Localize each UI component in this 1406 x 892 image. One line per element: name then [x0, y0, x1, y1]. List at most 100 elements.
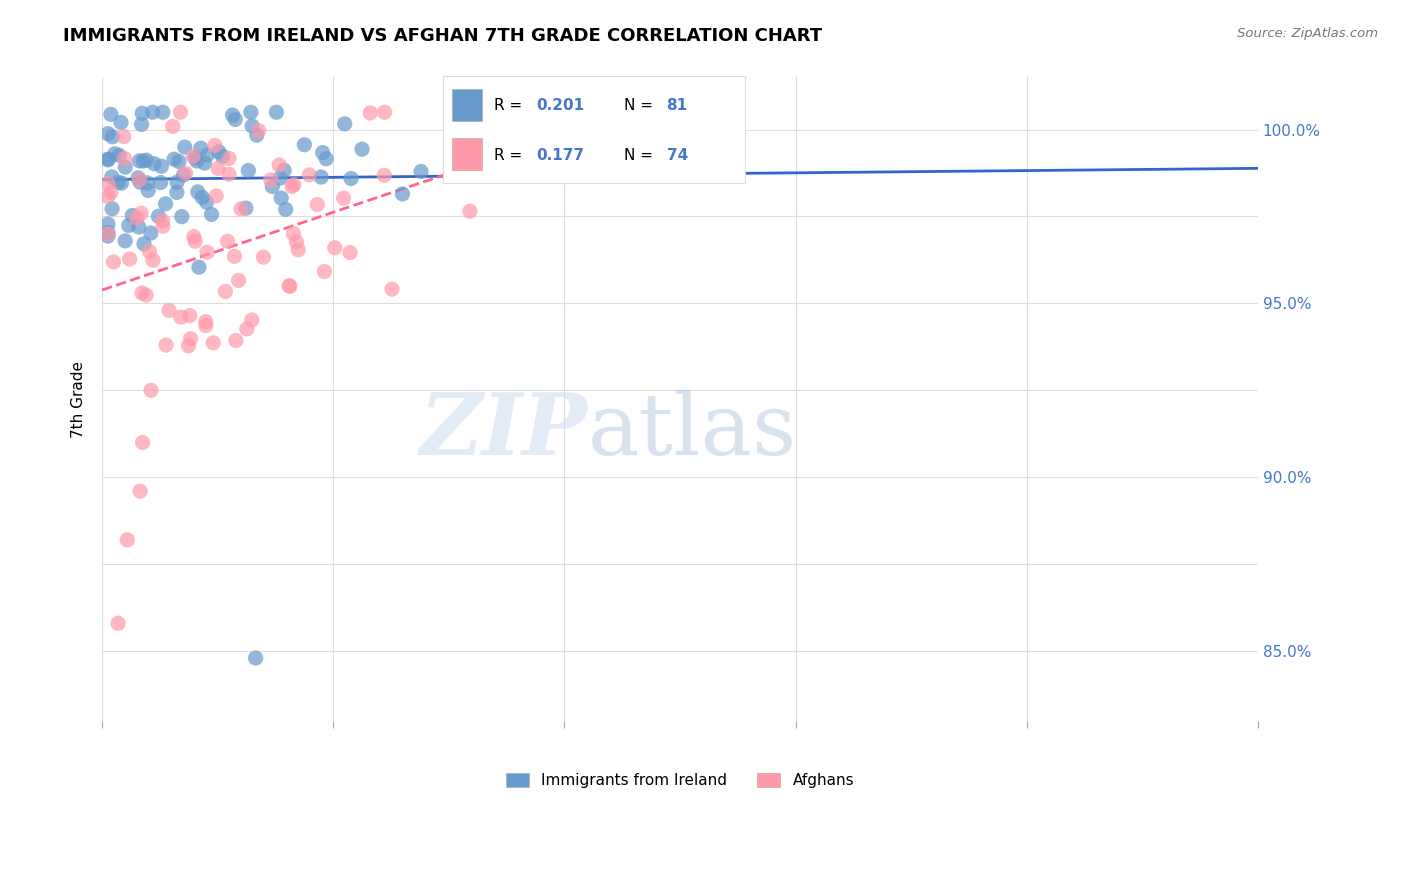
Text: 0.177: 0.177: [537, 147, 585, 162]
Point: [118, 219, 141, 233]
Text: atlas: atlas: [588, 390, 797, 473]
Point: [374, 105, 396, 120]
Point: [221, 108, 243, 122]
Point: [101, 169, 124, 184]
Point: [166, 186, 188, 200]
Point: [184, 234, 207, 248]
Point: [177, 339, 200, 353]
Point: [458, 204, 481, 219]
Point: [352, 142, 374, 156]
Point: [142, 105, 165, 120]
Point: [112, 129, 135, 144]
Point: [197, 148, 219, 162]
Point: [311, 145, 333, 160]
Point: [157, 303, 180, 318]
Point: [471, 129, 494, 144]
Point: [170, 210, 193, 224]
Point: [101, 202, 124, 216]
Point: [292, 137, 315, 152]
Point: [214, 285, 236, 299]
Point: [128, 219, 150, 234]
Point: [391, 186, 413, 201]
Y-axis label: 7th Grade: 7th Grade: [72, 360, 86, 437]
Point: [163, 152, 186, 166]
Point: [114, 234, 136, 248]
Point: [211, 149, 233, 163]
Point: [121, 209, 143, 223]
Point: [267, 158, 290, 172]
Point: [411, 164, 433, 178]
Point: [180, 332, 202, 346]
Point: [131, 117, 153, 131]
Point: [202, 335, 225, 350]
Point: [240, 313, 263, 327]
Point: [97, 217, 120, 231]
Point: [191, 190, 214, 204]
Point: [152, 105, 174, 120]
Point: [373, 169, 395, 183]
Point: [285, 235, 308, 249]
Point: [97, 153, 120, 167]
Point: [245, 651, 267, 665]
Point: [97, 227, 120, 241]
Point: [128, 173, 150, 187]
Point: [131, 106, 153, 120]
Point: [205, 189, 228, 203]
Point: [136, 184, 159, 198]
Point: [309, 170, 332, 185]
Point: [188, 260, 211, 275]
Point: [239, 105, 262, 120]
Point: [190, 141, 212, 155]
Text: ZIP: ZIP: [420, 390, 588, 473]
Text: 74: 74: [666, 147, 688, 162]
Point: [108, 148, 131, 162]
Point: [166, 175, 188, 189]
Point: [194, 318, 217, 333]
Point: [194, 315, 217, 329]
Point: [240, 119, 263, 133]
Point: [117, 533, 139, 547]
Point: [247, 124, 270, 138]
Point: [194, 156, 217, 170]
Point: [169, 105, 191, 120]
Point: [131, 285, 153, 300]
Point: [128, 153, 150, 168]
Point: [208, 145, 231, 159]
Point: [183, 229, 205, 244]
Point: [174, 166, 197, 180]
Legend: Immigrants from Ireland, Afghans: Immigrants from Ireland, Afghans: [499, 767, 860, 794]
Point: [229, 202, 252, 216]
Point: [143, 156, 166, 170]
Point: [136, 176, 159, 190]
Point: [129, 175, 152, 189]
Point: [225, 334, 247, 348]
Point: [207, 161, 229, 176]
Point: [155, 338, 177, 352]
Text: N =: N =: [624, 147, 658, 162]
Point: [107, 175, 129, 189]
Point: [97, 153, 120, 167]
Point: [262, 179, 284, 194]
Point: [252, 250, 274, 264]
Point: [97, 177, 120, 191]
Point: [152, 219, 174, 234]
Point: [129, 206, 152, 220]
Point: [100, 107, 122, 121]
Point: [274, 202, 297, 217]
Point: [150, 159, 173, 173]
Point: [269, 171, 291, 186]
Text: 0.201: 0.201: [537, 98, 585, 113]
Point: [340, 171, 363, 186]
Point: [218, 167, 240, 181]
Point: [224, 112, 246, 127]
Point: [135, 288, 157, 302]
Point: [173, 168, 195, 182]
Point: [548, 169, 571, 184]
Point: [246, 128, 269, 142]
Text: IMMIGRANTS FROM IRELAND VS AFGHAN 7TH GRADE CORRELATION CHART: IMMIGRANTS FROM IRELAND VS AFGHAN 7TH GR…: [63, 27, 823, 45]
Point: [135, 153, 157, 168]
FancyBboxPatch shape: [451, 88, 482, 120]
Point: [129, 484, 152, 499]
Text: 81: 81: [666, 98, 688, 113]
Point: [125, 211, 148, 225]
